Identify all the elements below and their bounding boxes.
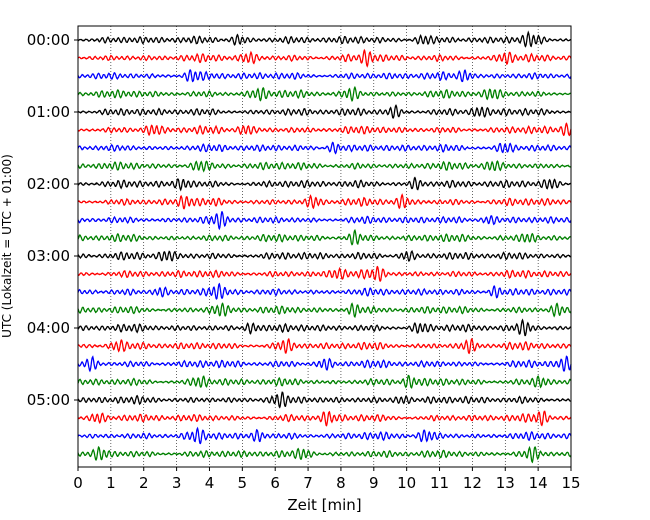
trace-row-23: [77, 445, 572, 464]
x-tick-label-3: 3: [172, 474, 182, 492]
trace-row-14: [77, 282, 572, 300]
trace-row-8: [77, 176, 572, 192]
trace-row-16: [77, 318, 572, 337]
y-tick-label-00:00: 00:00: [27, 31, 70, 49]
x-tick-label-11: 11: [430, 474, 449, 492]
y-axis-label: UTC (Lokalzeit = UTC + 01:00): [0, 154, 14, 338]
trace-row-17: [77, 337, 572, 355]
x-tick-label-12: 12: [463, 474, 482, 492]
trace-layer: [77, 30, 572, 464]
trace-row-21: [77, 410, 572, 427]
trace-row-4: [77, 104, 572, 120]
trace-row-19: [77, 374, 572, 389]
trace-row-12: [77, 250, 572, 262]
x-tick-label-4: 4: [205, 474, 215, 492]
trace-row-7: [77, 160, 572, 173]
trace-row-22: [77, 426, 572, 445]
x-tick-label-9: 9: [369, 474, 379, 492]
x-tick-label-14: 14: [529, 474, 548, 492]
trace-row-18: [77, 355, 572, 373]
x-tick-label-15: 15: [561, 474, 580, 492]
plot-area-frame: [77, 25, 572, 468]
trace-row-3: [77, 85, 572, 102]
y-tick-label-05:00: 05:00: [27, 391, 70, 409]
x-tick-label-5: 5: [238, 474, 248, 492]
x-tick-label-13: 13: [496, 474, 515, 492]
x-tick-label-1: 1: [106, 474, 116, 492]
y-tick-label-01:00: 01:00: [27, 103, 70, 121]
x-axis-label: Zeit [min]: [287, 496, 361, 514]
x-tick-label-8: 8: [336, 474, 346, 492]
x-tick-label-6: 6: [270, 474, 280, 492]
trace-row-6: [77, 141, 572, 155]
y-tick-label-04:00: 04:00: [27, 319, 70, 337]
x-tick-label-10: 10: [397, 474, 416, 492]
x-tick-label-0: 0: [73, 474, 83, 492]
y-axis-ticks: 00:00 01:00 02:00 03:00 04:00 05:00: [27, 31, 78, 409]
trace-row-11: [77, 228, 572, 246]
trace-row-9: [77, 193, 572, 210]
trace-row-2: [77, 69, 572, 83]
trace-row-1: [77, 48, 572, 68]
trace-row-10: [77, 211, 572, 231]
trace-row-20: [77, 391, 572, 409]
y-tick-label-03:00: 03:00: [27, 247, 70, 265]
y-tick-label-02:00: 02:00: [27, 175, 70, 193]
trace-row-0: [77, 30, 572, 48]
trace-row-15: [77, 302, 572, 318]
trace-row-13: [77, 265, 572, 282]
trace-row-5: [77, 122, 572, 137]
x-tick-label-7: 7: [303, 474, 313, 492]
x-axis-ticks: 0 1 2 3 4 5 6 7 8 9 10 11 12 13 14 15: [73, 467, 581, 492]
x-tick-label-2: 2: [139, 474, 149, 492]
